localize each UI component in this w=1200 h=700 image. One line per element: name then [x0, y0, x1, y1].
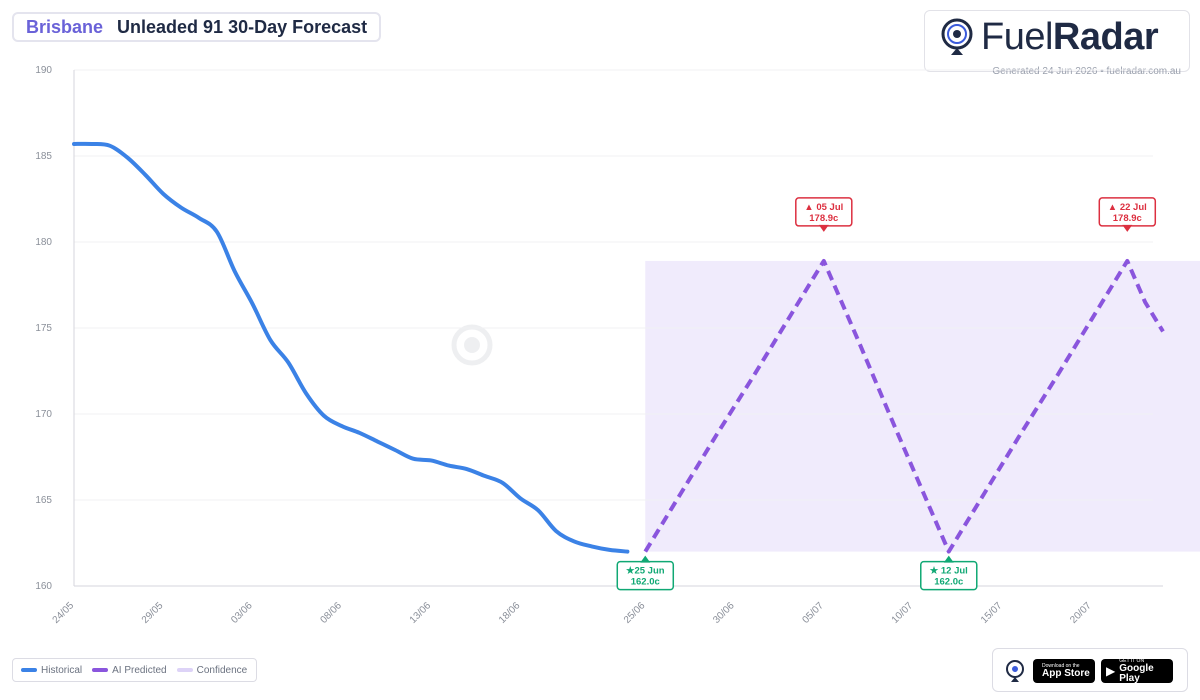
fuelradar-small-logo-icon: [1006, 660, 1024, 682]
marker-pointer: [1122, 224, 1133, 232]
y-tick-label: 165: [35, 495, 52, 506]
y-tick-label: 160: [35, 581, 52, 592]
y-tick-label: 170: [35, 409, 52, 420]
city-name: Brisbane: [26, 16, 104, 37]
marker-date-label: ▲ 22 Jul: [1108, 202, 1147, 213]
y-tick-label: 190: [35, 65, 52, 76]
legend-swatch-historical: [21, 668, 37, 672]
legend-item-historical: Historical: [21, 665, 82, 676]
historical-series-line: [72, 141, 630, 554]
watermark: [451, 324, 493, 366]
play-icon: ▶: [1106, 664, 1116, 678]
brand-name-part1: Fuel: [981, 16, 1053, 58]
x-tick-label: 03/06: [229, 600, 255, 626]
legend-item-predicted: AI Predicted: [92, 664, 167, 676]
marker-pointer: [943, 555, 954, 563]
x-tick-label: 29/05: [140, 600, 166, 626]
brand-name-part2: Radar: [1052, 16, 1159, 58]
app-store-button[interactable]: Download on the App Store: [1033, 659, 1095, 683]
marker-price-label: 162.0c: [934, 577, 963, 588]
marker-price-label: 162.0c: [631, 577, 660, 588]
brand-box: FuelRadar Generated 24 Jun 2026 • fuelra…: [924, 10, 1190, 77]
x-tick-label: 05/07: [800, 600, 826, 626]
marker-pointer: [818, 224, 829, 232]
marker-pointer: [640, 555, 651, 563]
y-tick-label: 175: [35, 323, 52, 334]
generated-caption: Generated 24 Jun 2026 • fuelradar.com.au: [992, 66, 1181, 77]
y-axis-ticks: 160 165 170 175 180 185 190: [35, 65, 52, 592]
x-tick-label: 13/06: [408, 600, 434, 626]
chart-grid: [74, 69, 1153, 587]
marker-date-label: ★ 12 Jul: [930, 566, 968, 577]
google-play-small-text: GET IT ON: [1119, 657, 1145, 664]
google-play-text: Google Play: [1119, 662, 1154, 684]
app-store-small-text: Download on the: [1042, 662, 1080, 669]
x-tick-label: 15/07: [979, 600, 1005, 626]
marker-date-label: ▲ 05 Jul: [804, 202, 843, 213]
google-play-button[interactable]: ▶ GET IT ON Google Play: [1101, 657, 1173, 684]
chart-title-box: Brisbane Unleaded 91 30-Day Forecast: [12, 12, 382, 42]
legend-label-historical: Historical: [41, 664, 83, 676]
y-tick-label: 185: [35, 151, 52, 162]
x-tick-label: 30/06: [711, 600, 737, 626]
x-tick-label: 18/06: [497, 600, 523, 626]
chart-legend: Historical AI Predicted Confidence: [12, 658, 257, 682]
legend-swatch-predicted: [92, 668, 109, 672]
x-tick-label: 08/06: [318, 600, 344, 626]
legend-label-confidence: Confidence: [196, 664, 248, 676]
x-tick-label: 10/07: [890, 600, 916, 626]
legend-item-confidence: Confidence: [176, 664, 248, 676]
x-axis-ticks: 24/05 29/05 03/06 08/06 13/06 18/06 25/06 30/06…: [51, 600, 1094, 626]
fuelradar-logo-icon: [941, 18, 973, 55]
app-store-badges: Download on the App Store ▶ GET IT ON Go…: [992, 648, 1188, 692]
confidence-band: [645, 260, 1200, 552]
x-tick-label: 24/05: [51, 600, 77, 626]
y-tick-label: 180: [35, 237, 52, 248]
marker-price-label: 178.9c: [809, 213, 838, 224]
x-tick-label: 20/07: [1068, 600, 1094, 626]
marker-price-label: 178.9c: [1113, 213, 1142, 224]
x-tick-label: 25/06: [622, 600, 648, 626]
predicted-series-line: [643, 258, 1165, 554]
chart-title: Unleaded 91 30-Day Forecast: [117, 16, 368, 37]
legend-label-predicted: AI Predicted: [112, 664, 167, 676]
marker-date-label: ★25 Jun: [626, 566, 665, 577]
brand-wordmark: FuelRadar: [981, 15, 1159, 59]
legend-swatch-confidence: [176, 668, 193, 672]
app-store-text: App Store: [1042, 667, 1090, 679]
